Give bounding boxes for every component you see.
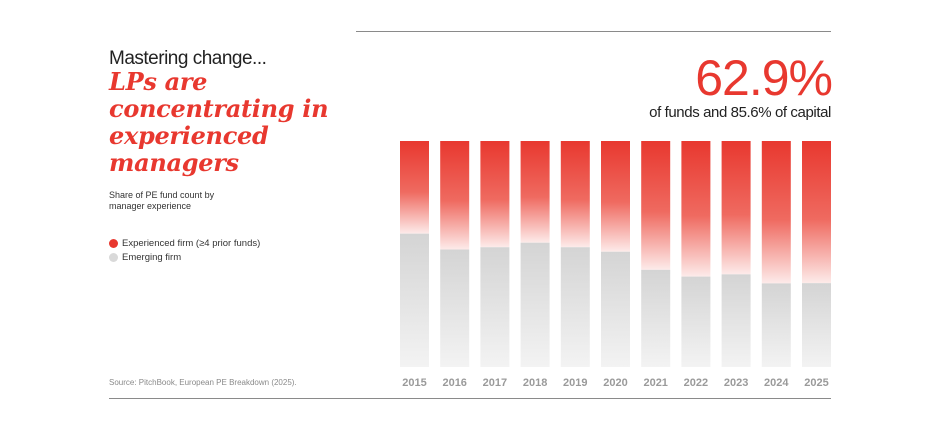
legend-swatch-experienced xyxy=(109,238,118,248)
bar-emerging-2025 xyxy=(802,283,831,367)
x-tick-label-2021: 2021 xyxy=(643,377,667,389)
highlight-stat-caption: of funds and 85.6% of capital xyxy=(649,104,831,121)
bar-emerging-2016 xyxy=(440,249,470,367)
headline: LPs are concentrating in experienced man… xyxy=(109,67,329,177)
bar-experienced-2025 xyxy=(802,141,831,284)
highlight-stat: 62.9% xyxy=(695,50,833,106)
x-tick-label-2024: 2024 xyxy=(764,377,789,389)
bar-emerging-2018 xyxy=(520,242,550,367)
x-tick-label-2019: 2019 xyxy=(563,377,587,389)
bar-emerging-2017 xyxy=(480,247,510,367)
bar-emerging-2020 xyxy=(601,251,630,367)
bar-emerging-2024 xyxy=(761,283,791,367)
legend-item-emerging: Emerging firm xyxy=(109,250,260,264)
bottom-divider xyxy=(109,398,831,399)
chart-subtitle: Share of PE fund count by manager experi… xyxy=(109,190,215,211)
bar-experienced-2024 xyxy=(761,141,791,284)
x-tick-label-2018: 2018 xyxy=(523,377,547,389)
bar-experienced-2018 xyxy=(520,141,550,243)
x-tick-label-2023: 2023 xyxy=(724,377,748,389)
legend-swatch-emerging xyxy=(109,252,118,262)
x-tick-label-2015: 2015 xyxy=(402,377,426,389)
legend-label-emerging: Emerging firm xyxy=(122,251,182,263)
x-tick-label-2017: 2017 xyxy=(483,377,507,389)
legend-label-experienced: Experienced firm (≥4 prior funds) xyxy=(122,237,261,249)
x-tick-label-2025: 2025 xyxy=(804,377,828,389)
bar-experienced-2015 xyxy=(400,141,429,234)
top-divider xyxy=(356,31,831,32)
bar-experienced-2016 xyxy=(440,141,470,250)
legend: Experienced firm (≥4 prior funds) Emergi… xyxy=(109,236,260,264)
bar-experienced-2017 xyxy=(480,141,510,248)
kicker-text: Mastering change... xyxy=(109,48,267,69)
x-tick-label-2022: 2022 xyxy=(684,377,708,389)
source-note: Source: PitchBook, European PE Breakdown… xyxy=(109,378,297,387)
bar-emerging-2019 xyxy=(560,247,590,367)
bar-experienced-2020 xyxy=(601,141,630,252)
bar-emerging-2022 xyxy=(681,276,711,367)
legend-item-experienced: Experienced firm (≥4 prior funds) xyxy=(109,236,260,250)
bar-experienced-2021 xyxy=(641,141,671,270)
bar-experienced-2022 xyxy=(681,141,711,277)
bar-emerging-2015 xyxy=(400,233,429,367)
bar-experienced-2019 xyxy=(560,141,590,248)
x-tick-label-2020: 2020 xyxy=(603,377,627,389)
x-tick-label-2016: 2016 xyxy=(442,377,466,389)
bar-experienced-2023 xyxy=(721,141,751,275)
bar-emerging-2023 xyxy=(721,274,751,367)
bar-emerging-2021 xyxy=(641,269,671,367)
